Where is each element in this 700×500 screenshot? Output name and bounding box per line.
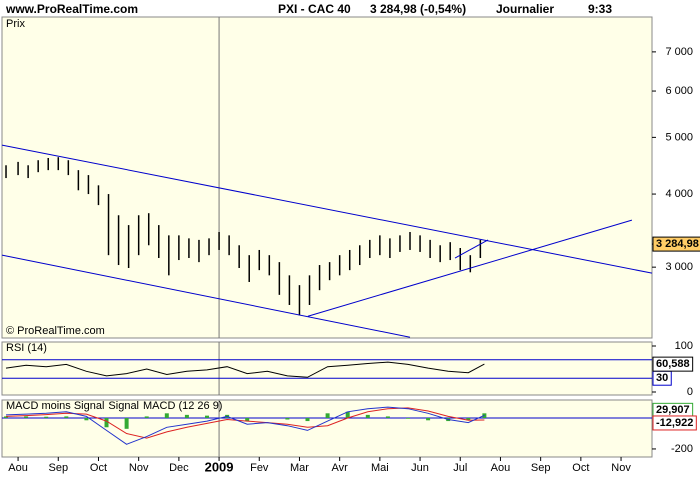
histogram-bar <box>4 416 9 418</box>
panel <box>1 341 653 396</box>
macd-line <box>5 407 485 439</box>
histogram-bar <box>124 417 129 429</box>
x-tick-label: Mar <box>290 462 309 474</box>
y-tick-label: -200 <box>671 443 693 455</box>
histogram-bar <box>385 416 390 418</box>
histogram-bar <box>104 417 109 428</box>
panel-title: RSI (14) <box>6 342 47 354</box>
histogram-bar <box>44 416 49 418</box>
y-tick-label: 0 <box>687 386 693 398</box>
histogram-bar <box>426 417 431 421</box>
last-value-label-box <box>652 236 700 252</box>
x-tick-label: Aou <box>491 462 511 474</box>
histogram-bar <box>305 417 310 422</box>
histogram-bar <box>84 417 89 421</box>
macd-line <box>5 406 485 445</box>
x-tick-label: Avr <box>332 462 349 474</box>
histogram-bar <box>64 416 69 418</box>
last-value-label: 3 284,98 <box>656 238 699 250</box>
y-tick-label: 4 000 <box>665 188 693 200</box>
site: www.ProRealTime.com <box>5 2 138 16</box>
period: Journalier <box>496 2 554 16</box>
panel <box>1 16 653 339</box>
y-tick-label: 5 000 <box>665 131 693 143</box>
x-tick-label: Oct <box>90 462 107 474</box>
panel <box>1 399 653 458</box>
legend-entry: MACD moins Signal <box>6 400 104 412</box>
x-tick-label: Nov <box>611 462 631 474</box>
legend-entry: Signal <box>108 400 139 412</box>
x-tick-label: Aou <box>8 462 28 474</box>
histogram-bar <box>24 416 29 418</box>
x-tick-label: Sep <box>48 462 68 474</box>
histogram-bar <box>365 414 370 418</box>
x-tick-label: Sep <box>531 462 551 474</box>
x-tick-label: Oct <box>572 462 589 474</box>
histogram-bar <box>405 417 410 419</box>
trendline <box>1 254 411 338</box>
x-tick-label: Jun <box>411 462 429 474</box>
last-value-label: -12,922 <box>656 417 693 429</box>
trendline <box>454 239 489 259</box>
histogram-bar <box>184 414 189 418</box>
last-value-label-box <box>652 415 697 431</box>
y-tick-label: 7 000 <box>665 46 693 58</box>
last-value-label-box <box>652 356 694 372</box>
rsi-line <box>5 361 485 378</box>
x-tick-label: 2009 <box>205 459 234 474</box>
instrument: PXI - CAC 40 <box>278 2 351 16</box>
histogram-bar <box>164 413 169 418</box>
histogram-bar <box>345 411 350 418</box>
time: 9:33 <box>588 2 612 16</box>
y-tick-label: 3 000 <box>665 261 693 273</box>
panel-title: Prix <box>6 18 25 30</box>
watermark: © ProRealTime.com <box>6 325 105 337</box>
x-tick-label: Dec <box>169 462 189 474</box>
quote: 3 284,98 (-0,54%) <box>370 2 466 16</box>
histogram-bar <box>205 415 210 418</box>
histogram-bar <box>466 417 471 421</box>
histogram-bar <box>285 417 290 420</box>
x-tick-label: Fev <box>250 462 269 474</box>
last-value-label: 29,907 <box>656 404 690 416</box>
y-tick-label: 6 000 <box>665 85 693 97</box>
x-tick-label: Nov <box>129 462 149 474</box>
histogram-bar <box>144 416 149 418</box>
y-tick-label: 100 <box>675 340 693 352</box>
histogram-bar <box>325 413 330 418</box>
histogram-bar <box>245 417 250 422</box>
last-value-label: 60,588 <box>656 358 690 370</box>
level-label: 30 <box>656 372 668 384</box>
x-tick-label: Mai <box>371 462 389 474</box>
trendline <box>307 219 633 317</box>
trendline <box>1 144 653 274</box>
legend-entry: MACD (12 26 9) <box>143 400 222 412</box>
x-tick-label: Jul <box>453 462 467 474</box>
